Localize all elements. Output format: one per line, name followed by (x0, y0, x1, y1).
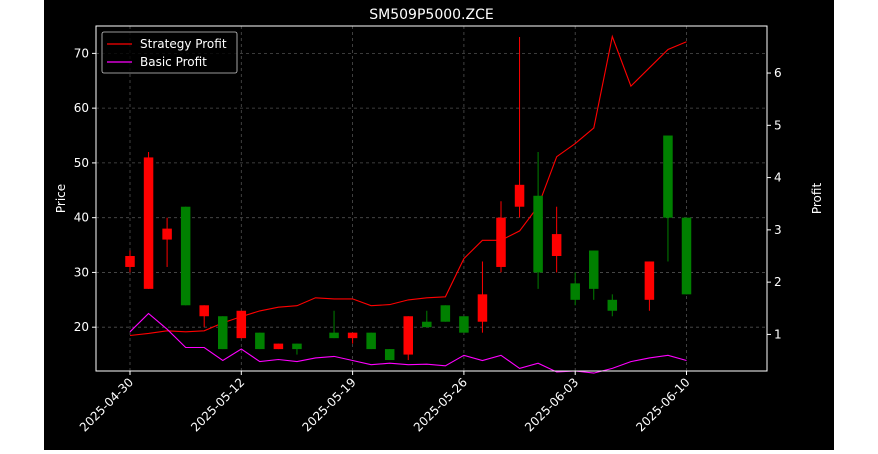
left-tick-label: 50 (74, 156, 89, 170)
basic-profit-line (129, 312, 687, 374)
candle-body (218, 316, 228, 350)
candle-body (125, 256, 135, 267)
candle-body (273, 343, 284, 350)
candle-body (384, 349, 395, 361)
candle-body (199, 305, 209, 317)
chart-title: SM509P5000.ZCE (369, 7, 493, 23)
candle-body (607, 299, 618, 311)
candle-body (551, 234, 562, 256)
candle (440, 305, 451, 322)
legend-label-strategy-profit: Strategy Profit (140, 37, 227, 51)
candle (273, 343, 284, 350)
x-tick-label: 2025-05-19 (300, 375, 359, 434)
y-axis-label-right: Profit (810, 183, 824, 215)
candle (551, 206, 562, 273)
legend-box (101, 31, 238, 74)
x-tick-label: 2025-05-12 (188, 375, 247, 434)
candle-body (236, 310, 247, 339)
candle-body (366, 332, 376, 350)
candle (607, 294, 618, 317)
candle-body (162, 228, 172, 240)
candle (125, 250, 135, 273)
candle-body (403, 316, 413, 355)
candle-body (180, 206, 191, 306)
strategy-profit-line (129, 34, 687, 337)
candle-body (255, 332, 265, 350)
candle-body (644, 261, 655, 300)
candle-body (292, 343, 302, 350)
right-tick-label: 6 (774, 66, 782, 80)
legend-label-basic-profit: Basic Profit (140, 55, 207, 69)
candle (180, 206, 191, 306)
candle-body (514, 184, 525, 207)
plot-frame (95, 25, 768, 372)
candle (477, 261, 488, 333)
candle-body (143, 157, 154, 289)
candle (292, 343, 302, 355)
candle-body (477, 294, 488, 322)
candle (644, 261, 655, 311)
candles (125, 36, 692, 361)
candle (347, 332, 358, 344)
right-tick-label: 3 (774, 223, 782, 237)
candle-body (459, 316, 469, 333)
candle-body (440, 305, 451, 322)
right-tick-label: 5 (774, 118, 782, 132)
candle (459, 316, 469, 333)
chart-figure: 20 30 40 50 60 70 1 2 3 4 5 6 2025-04-30 2025-05-12… (44, 0, 834, 450)
left-tick-label: 20 (74, 320, 89, 334)
candlestick-chart: 20 30 40 50 60 70 1 2 3 4 5 6 2025-04-30 2025-05-12… (54, 7, 824, 434)
right-tick-label: 4 (774, 171, 782, 185)
candle (329, 310, 339, 339)
candle-body (533, 195, 543, 273)
left-tick-label: 30 (74, 265, 89, 279)
candle-body (589, 250, 599, 289)
x-tick-label: 2025-04-30 (77, 375, 136, 434)
candle-body (347, 332, 358, 339)
candle (589, 250, 599, 300)
candle-body (496, 217, 506, 267)
candle (162, 217, 172, 267)
right-tick-label: 2 (774, 275, 782, 289)
right-y-axis-ticks: 1 2 3 4 5 6 (767, 66, 782, 341)
candle (255, 332, 265, 350)
left-tick-label: 60 (74, 101, 89, 115)
left-tick-label: 70 (74, 46, 89, 60)
candle-body (570, 283, 580, 300)
candle (663, 135, 673, 262)
candle (422, 310, 432, 328)
legend: Strategy Profit Basic Profit (101, 31, 238, 74)
left-y-axis-ticks: 20 30 40 50 60 70 (74, 46, 96, 334)
candle (496, 201, 506, 273)
x-tick-label: 2025-06-10 (633, 375, 692, 434)
candle-body (663, 135, 673, 218)
x-tick-label: 2025-06-03 (522, 375, 581, 434)
candle (366, 332, 376, 350)
candle (570, 272, 580, 306)
candle (236, 310, 247, 339)
right-tick-label: 1 (774, 327, 782, 341)
candle (403, 316, 413, 361)
x-tick-label: 2025-05-26 (411, 375, 470, 434)
candle-body (329, 332, 339, 339)
left-tick-label: 40 (74, 211, 89, 225)
candle (218, 316, 228, 350)
candle (199, 305, 209, 328)
candle-body (681, 217, 692, 295)
candle (681, 217, 692, 295)
candle (514, 36, 525, 218)
x-axis-ticks: 2025-04-30 2025-05-12 2025-05-19 2025-05-26… (77, 371, 693, 434)
y-axis-label-left: Price (54, 184, 68, 213)
candle-body (422, 321, 432, 328)
grid (96, 26, 767, 371)
candle (533, 151, 543, 289)
candle (143, 151, 154, 289)
candle (384, 349, 395, 361)
